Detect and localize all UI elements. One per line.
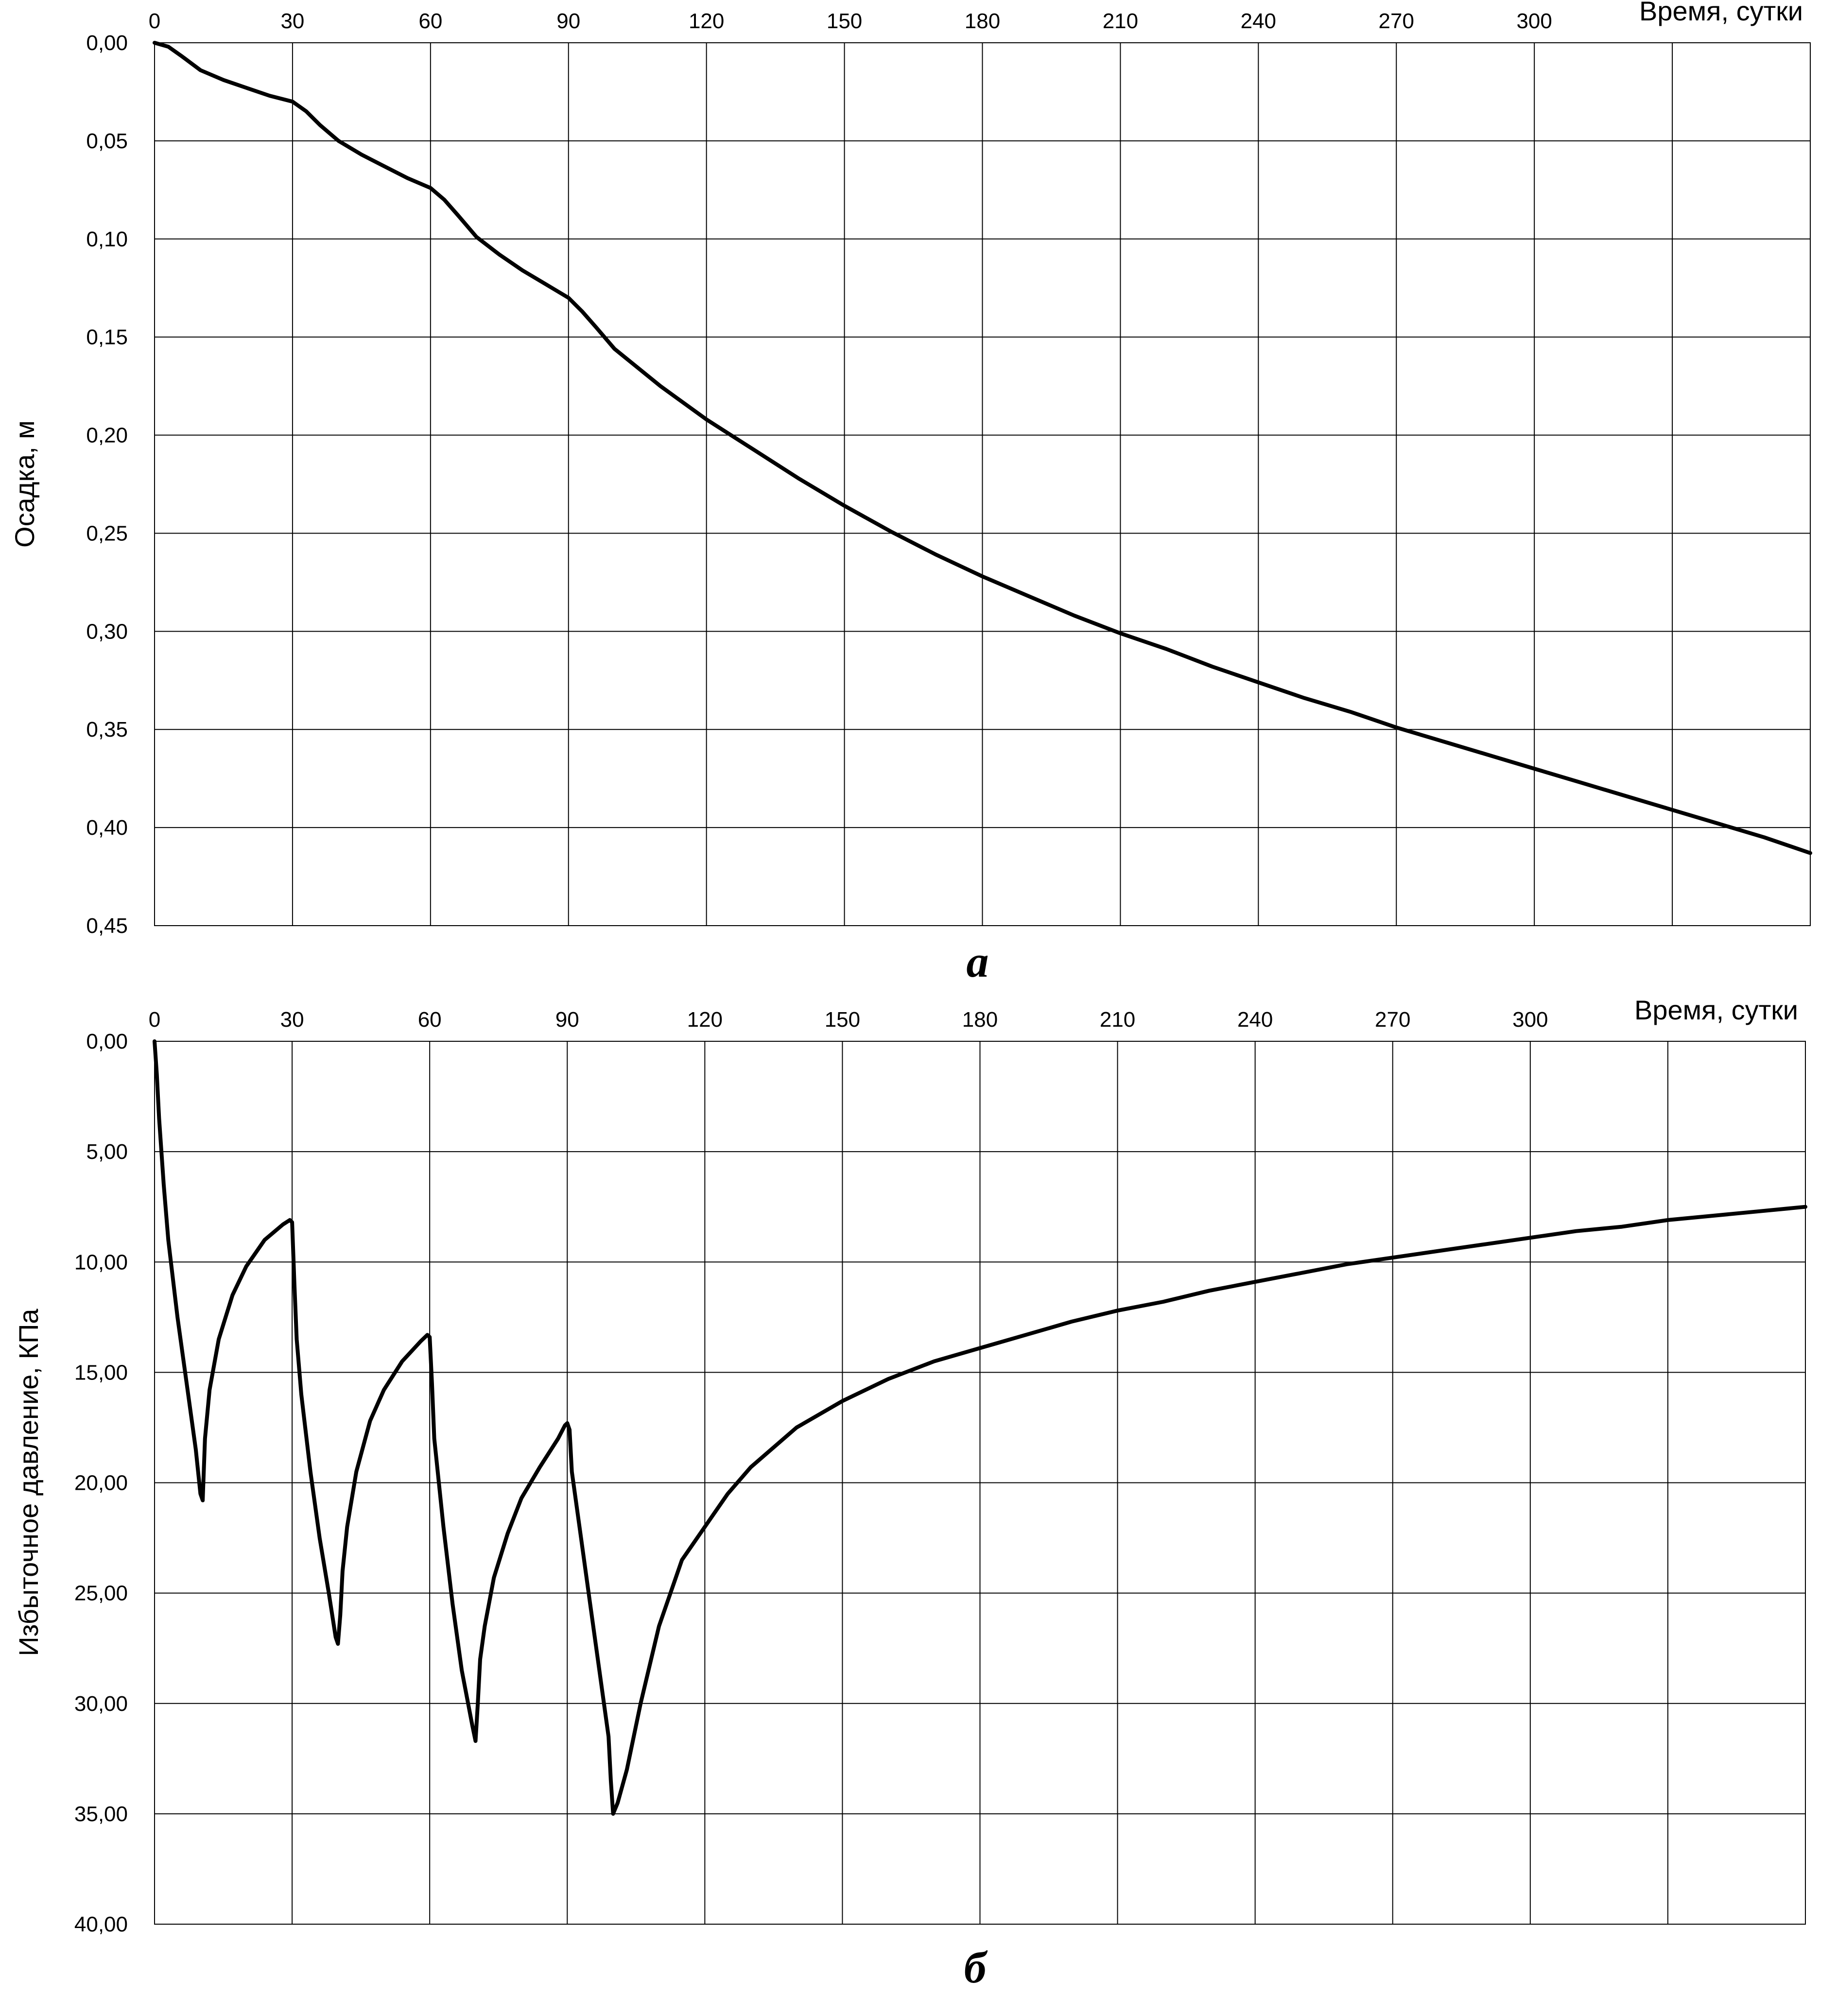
y-tick-label: 10,00 bbox=[74, 1250, 128, 1274]
y-tick-label: 0,30 bbox=[86, 620, 128, 643]
x-tick-label: 150 bbox=[827, 9, 862, 33]
series-line bbox=[153, 1039, 1807, 1816]
y-tick-label: 25,00 bbox=[74, 1582, 128, 1605]
y-tick-label: 35,00 bbox=[74, 1802, 128, 1826]
series-line bbox=[153, 41, 1812, 855]
y-tick-label: 0,10 bbox=[86, 227, 128, 251]
y-tick-label: 15,00 bbox=[74, 1361, 128, 1384]
x-tick-label: 210 bbox=[1100, 1008, 1135, 1032]
x-tick-label: 300 bbox=[1516, 9, 1552, 33]
x-tick-label: 270 bbox=[1375, 1008, 1410, 1032]
x-tick-label: 30 bbox=[280, 9, 304, 33]
x-axis-title: Время, сутки bbox=[1639, 0, 1803, 26]
x-tick-label: 0 bbox=[149, 9, 160, 33]
y-tick-label: 0,00 bbox=[86, 1030, 128, 1053]
x-tick-label: 240 bbox=[1237, 1008, 1273, 1032]
y-tick-label: 0,05 bbox=[86, 129, 128, 153]
x-tick-label: 60 bbox=[418, 1008, 442, 1032]
x-tick-label: 210 bbox=[1103, 9, 1138, 33]
chart-excess-pressure: 0 30 60 90 120 150 180 210 240 270 300 0,00 5,00 10,0… bbox=[13, 995, 1807, 1992]
y-axis-title: Избыточное давление, КПа bbox=[13, 1309, 44, 1656]
y-tick-label: 0,40 bbox=[86, 816, 128, 840]
x-tick-label: 270 bbox=[1379, 9, 1414, 33]
x-tick-label: 60 bbox=[418, 9, 442, 33]
x-tick-label: 240 bbox=[1241, 9, 1276, 33]
x-tick-label: 120 bbox=[689, 9, 724, 33]
y-tick-label: 0,00 bbox=[86, 31, 128, 55]
x-tick-label: 180 bbox=[962, 1008, 998, 1032]
chart-settlement: 0 30 60 90 120 150 180 210 240 270 300 0,00 0,05 0,10… bbox=[9, 0, 1812, 986]
x-tick-label: 0 bbox=[149, 1008, 160, 1032]
y-tick-label: 0,25 bbox=[86, 521, 128, 545]
x-tick-label: 90 bbox=[556, 9, 580, 33]
plot-frame bbox=[154, 1041, 1806, 1925]
y-tick-label: 0,45 bbox=[86, 914, 128, 938]
y-tick-label: 0,35 bbox=[86, 718, 128, 741]
x-tick-label: 180 bbox=[965, 9, 1000, 33]
plot-frame bbox=[154, 42, 1811, 926]
x-axis-title: Время, сутки bbox=[1634, 995, 1798, 1025]
y-tick-label: 5,00 bbox=[86, 1140, 128, 1164]
x-tick-label: 150 bbox=[825, 1008, 860, 1032]
y-tick-label: 0,15 bbox=[86, 326, 128, 349]
y-tick-label: 30,00 bbox=[74, 1692, 128, 1716]
panel-label: б bbox=[964, 1943, 988, 1992]
y-tick-label: 0,20 bbox=[86, 424, 128, 448]
x-tick-label: 120 bbox=[687, 1008, 723, 1032]
y-tick-label: 20,00 bbox=[74, 1471, 128, 1495]
y-tick-label: 40,00 bbox=[74, 1913, 128, 1936]
y-axis-title: Осадка, м bbox=[9, 420, 40, 548]
panel-label: а bbox=[967, 937, 989, 986]
x-tick-label: 90 bbox=[555, 1008, 579, 1032]
x-tick-label: 300 bbox=[1512, 1008, 1548, 1032]
x-tick-label: 30 bbox=[280, 1008, 304, 1032]
